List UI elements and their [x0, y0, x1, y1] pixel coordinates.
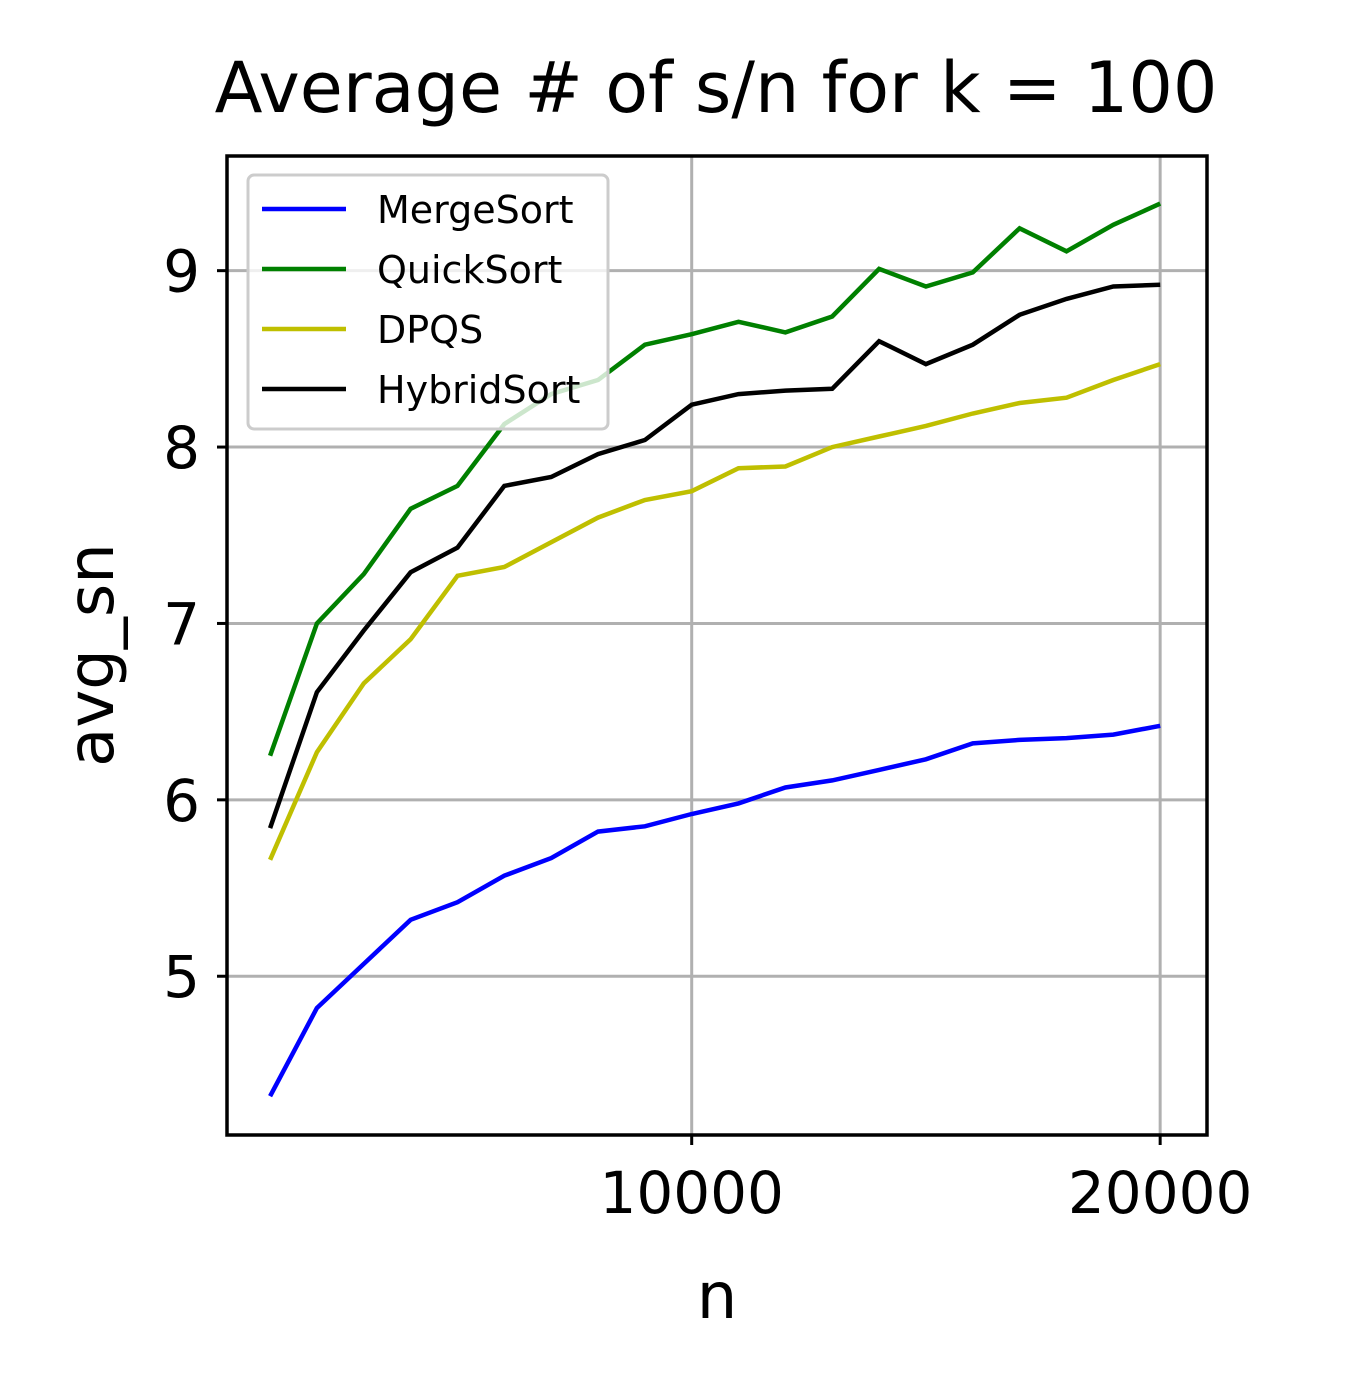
series-line-mergesort: [268, 723, 1161, 1098]
y-tick-label: 5: [163, 943, 200, 1011]
x-axis-ticks: 10000 20000: [599, 1135, 1252, 1227]
y-tick-label: 9: [163, 238, 200, 306]
chart-title: Average # of s/n for k = 100: [215, 47, 1218, 129]
x-tick-label: 20000: [1068, 1159, 1253, 1227]
legend-box: [246, 173, 610, 431]
y-tick-label: 8: [163, 414, 200, 482]
y-tick-label: 7: [163, 590, 200, 658]
series-line-hybridsort: [267, 282, 1161, 829]
x-axis-label: n: [697, 1260, 738, 1334]
legend-label: HybridSort: [377, 368, 580, 412]
legend-label: MergeSort: [377, 188, 574, 232]
y-axis-label: avg_sn: [55, 543, 129, 767]
plot-frame: [225, 154, 1209, 1137]
legend-label: DPQS: [377, 308, 483, 352]
y-axis-ticks: 5 6 7 8 9: [163, 238, 227, 1011]
y-tick-label: 6: [163, 767, 200, 835]
legend: MergeSort QuickSort DPQS HybridSort: [246, 173, 610, 431]
series-lines: [267, 201, 1162, 1098]
series-line-dpqs: [268, 361, 1161, 861]
x-tick-label: 10000: [599, 1159, 784, 1227]
series-line-quicksort: [267, 201, 1162, 757]
legend-label: QuickSort: [377, 248, 562, 292]
